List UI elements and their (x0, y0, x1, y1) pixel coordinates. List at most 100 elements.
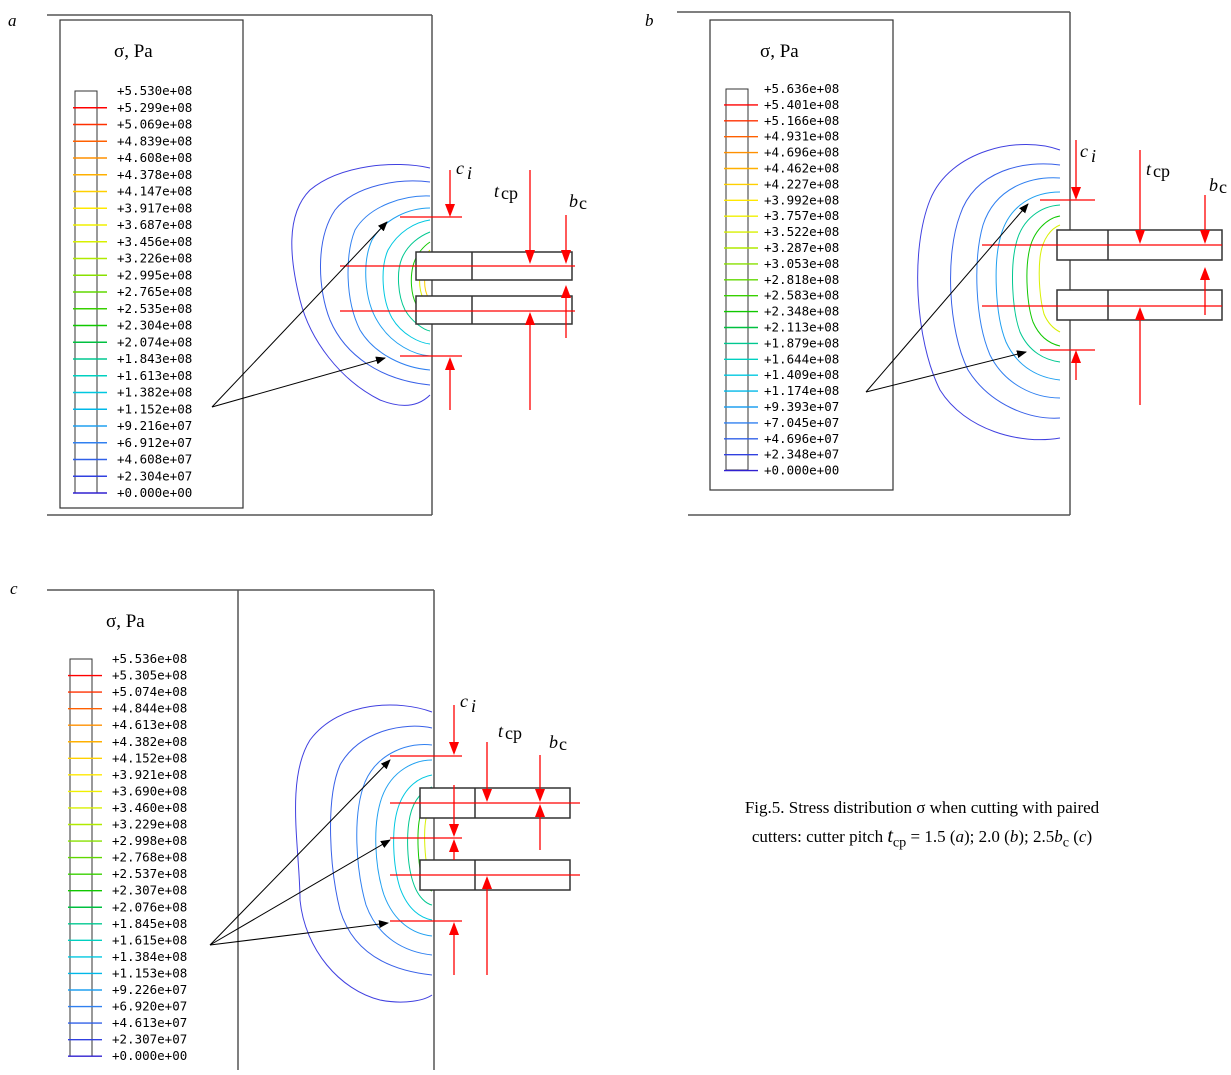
svg-text:t: t (494, 181, 500, 201)
legend-swatches-c (68, 674, 102, 1057)
legend-value: +5.636e+08 (764, 81, 839, 96)
legend-value: +2.765e+08 (117, 284, 192, 299)
legend-title-b: σ, Pa (760, 41, 799, 62)
stress-contour-a (291, 164, 431, 406)
figure-caption: Fig.5. Stress distribution σ when cuttin… (632, 795, 1212, 855)
legend-value: +1.843e+08 (117, 351, 192, 366)
dimension-markers-b (982, 140, 1222, 405)
dimension-labels-b: c i t cp b c (1080, 141, 1227, 197)
legend-value: +1.152e+08 (117, 401, 192, 416)
legend-value: +1.644e+08 (764, 351, 839, 366)
svg-text:cp: cp (501, 183, 518, 203)
legend-b: σ, Pa +5.636e+08+5.401e+08+5.166e+08+4.9… (709, 19, 894, 491)
legend-value: +5.074e+08 (112, 684, 187, 699)
svg-text:c: c (559, 734, 567, 754)
legend-value: +3.229e+08 (112, 817, 187, 832)
legend-value: +4.931e+08 (764, 129, 839, 144)
panel-a-label: a (8, 11, 17, 30)
legend-value: +1.845e+08 (112, 916, 187, 931)
legend-value: +1.615e+08 (112, 932, 187, 947)
svg-text:b: b (569, 191, 578, 211)
stress-contour-c (295, 704, 433, 1003)
svg-text:b: b (1209, 175, 1218, 195)
svg-text:c: c (1080, 141, 1088, 161)
legend-value: +4.227e+08 (764, 176, 839, 191)
legend-value: +3.456e+08 (117, 234, 192, 249)
dimension-labels-a: c i t cp b c (456, 158, 587, 213)
legend-value: +9.393e+07 (764, 399, 839, 414)
legend-value: +3.287e+08 (764, 240, 839, 255)
legend-value: +2.998e+08 (112, 833, 187, 848)
legend-value: +7.045e+07 (764, 415, 839, 430)
legend-value: +2.304e+07 (117, 468, 192, 483)
legend-swatches-a (73, 107, 107, 494)
svg-text:i: i (467, 163, 472, 183)
panel-b: b (645, 11, 1227, 516)
dimension-markers-c (390, 705, 580, 975)
legend-value: +5.299e+08 (117, 100, 192, 115)
legend-value: +1.384e+08 (112, 949, 187, 964)
panel-c: c (10, 579, 580, 1070)
dimension-labels-c: c i t cp b c (460, 691, 567, 754)
legend-values-c: +5.536e+08 +5.305e+08+5.074e+08 +4.844e+08… (112, 651, 187, 1063)
caption-line-2: cutters: cutter pitch tcp = 1.5 (a); 2.0… (751, 825, 1093, 851)
legend-value: +2.995e+08 (117, 267, 192, 282)
legend-value: +4.608e+07 (117, 452, 192, 467)
legend-value: +9.216e+07 (117, 418, 192, 433)
legend-title-c: σ, Pa (106, 611, 145, 632)
legend-value: +3.687e+08 (117, 217, 192, 232)
legend-value: +1.879e+08 (764, 335, 839, 350)
legend-value: +3.917e+08 (117, 200, 192, 215)
legend-value: +4.378e+08 (117, 167, 192, 182)
svg-text:t: t (1146, 159, 1152, 179)
legend-value: +4.696e+07 (764, 431, 839, 446)
legend-value: +4.844e+08 (112, 701, 187, 716)
legend-value: +3.757e+08 (764, 208, 839, 223)
legend-value: +1.613e+08 (117, 368, 192, 383)
dimension-markers-a (340, 170, 575, 410)
legend-value: +4.147e+08 (117, 184, 192, 199)
svg-text:c: c (579, 193, 587, 213)
svg-text:cp: cp (505, 723, 522, 743)
caption-line-1: Fig.5. Stress distribution σ when cuttin… (744, 798, 1100, 817)
pointer-arrows-a (211, 221, 388, 408)
legend-value: +6.920e+07 (112, 999, 187, 1014)
legend-value: +5.166e+08 (764, 113, 839, 128)
cutter-lower-a (415, 295, 573, 325)
legend-value: +2.113e+08 (764, 320, 839, 335)
legend-value: +5.305e+08 (112, 668, 187, 683)
legend-value: +5.401e+08 (764, 97, 839, 112)
legend-value: +0.000e+00 (764, 463, 839, 478)
legend-value: +2.076e+08 (112, 899, 187, 914)
legend-value: +2.304e+08 (117, 318, 192, 333)
legend-value: +0.000e+00 (117, 485, 192, 500)
legend-value: +2.768e+08 (112, 850, 187, 865)
legend-value: +2.348e+08 (764, 304, 839, 319)
legend-value: +1.174e+08 (764, 383, 839, 398)
legend-value: +1.153e+08 (112, 965, 187, 980)
svg-text:c: c (456, 158, 464, 178)
svg-text:t: t (498, 721, 504, 741)
svg-text:c: c (460, 691, 468, 711)
legend-c: σ, Pa +5.536e+08 +5.305e+08+5.074e+08 +4.8… (68, 611, 187, 1063)
svg-text:i: i (471, 696, 476, 716)
legend-value: +2.537e+08 (112, 866, 187, 881)
svg-text:b: b (549, 732, 558, 752)
cutters-a (415, 251, 573, 325)
legend-value: +4.613e+08 (112, 717, 187, 732)
legend-value: +3.921e+08 (112, 767, 187, 782)
legend-value: +4.608e+08 (117, 150, 192, 165)
panel-c-label: c (10, 579, 18, 598)
legend-value: +2.307e+08 (112, 883, 187, 898)
legend-value: +4.613e+07 (112, 1015, 187, 1030)
legend-swatches-b (724, 104, 758, 472)
legend-a: σ, Pa +5.530e+08 +5.299e+08 +5.069e+08+4.8… (59, 19, 244, 509)
legend-value: +2.307e+07 (112, 1032, 187, 1047)
legend-value: +2.583e+08 (764, 288, 839, 303)
legend-value: +3.522e+08 (764, 224, 839, 239)
legend-value: +3.690e+08 (112, 783, 187, 798)
pointer-arrows-c (209, 759, 391, 946)
legend-value: +3.460e+08 (112, 800, 187, 815)
legend-value: +4.462e+08 (764, 161, 839, 176)
